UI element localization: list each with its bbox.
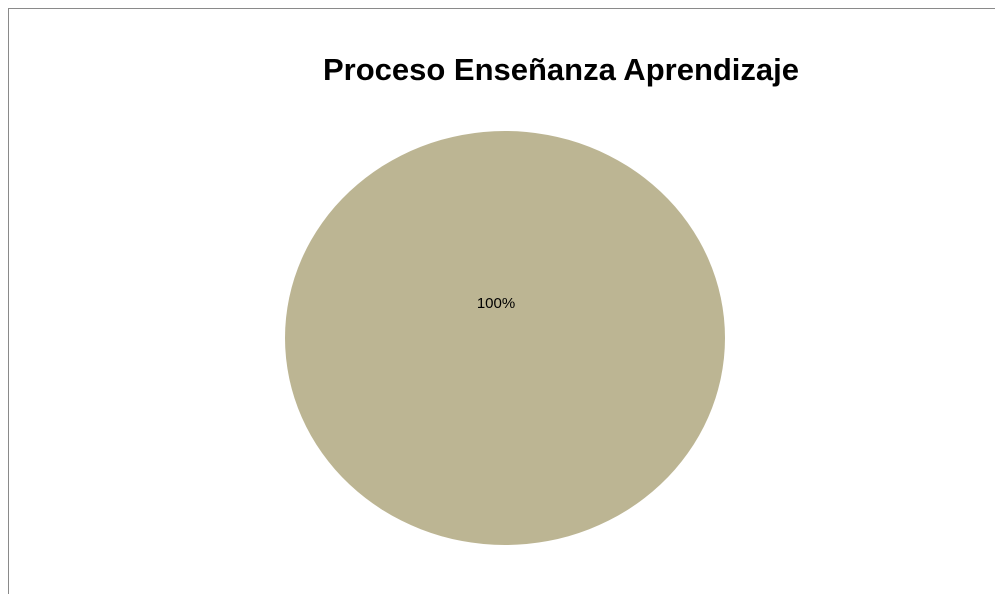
- data-label: 100%: [477, 295, 515, 312]
- chart-title: Proceso Enseñanza Aprendizaje: [323, 52, 799, 87]
- pie-slice: [285, 131, 725, 545]
- chart-frame: [8, 8, 995, 594]
